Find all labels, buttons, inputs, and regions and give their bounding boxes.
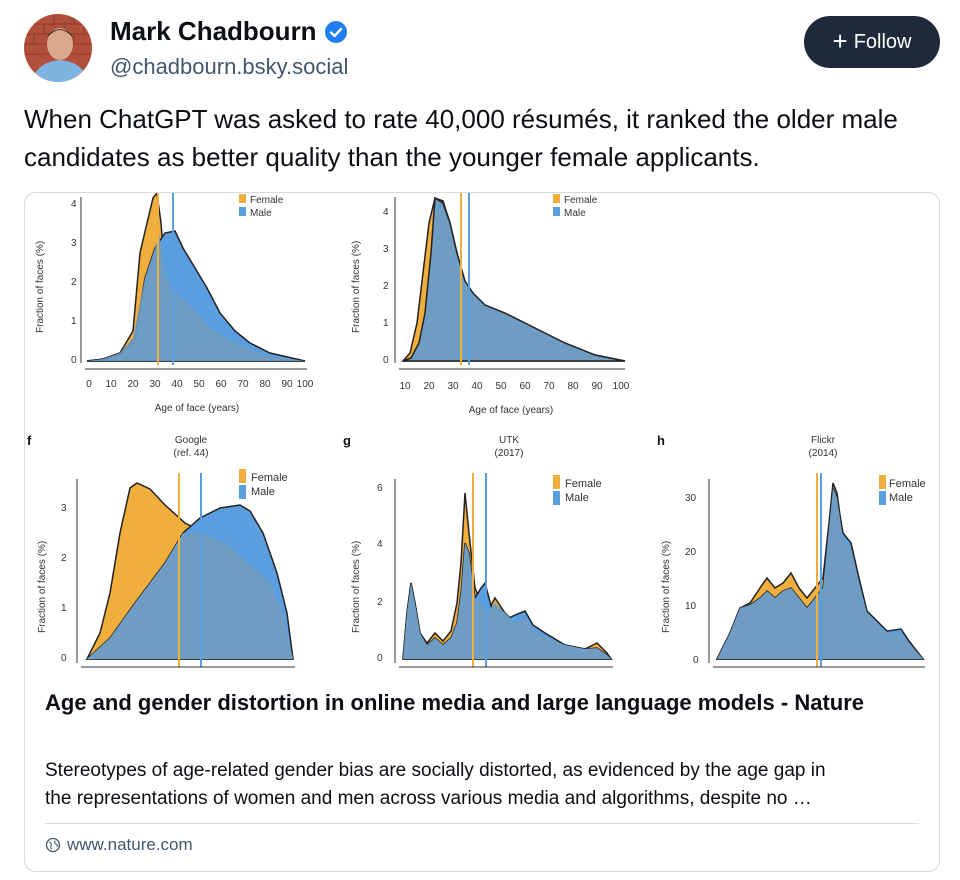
x-tick-label: 80 [567,381,579,392]
y-tick-label: 2 [377,597,383,608]
panel-top-left: 4 3 2 1 0 Fraction of faces (%) 0 10 20 … [35,193,314,414]
y-tick-label: 3 [71,238,77,249]
y-tick-label: 3 [383,244,389,255]
y-tick-label: 4 [377,539,383,550]
panel-title: Flickr [811,435,836,446]
author-row: Mark Chadbourn [110,16,347,47]
legend-male: Male [251,486,275,498]
legend-male: Male [889,492,913,504]
legend-female: Female [250,195,284,206]
y-axis-label: Fraction of faces (%) [661,541,672,633]
link-card-domain[interactable]: www.nature.com [45,835,193,855]
globe-icon [45,837,61,853]
y-tick-label: 4 [71,199,77,210]
card-divider [45,823,919,824]
y-axis-label: Fraction of faces (%) [351,541,362,633]
panel-top-middle: 4 3 2 1 0 Fraction of faces (%) 10 20 30… [351,193,630,416]
legend-female: Female [251,472,288,484]
y-tick-label: 0 [693,655,699,666]
legend-male: Male [250,208,272,219]
panel-subtitle: (ref. 44) [173,448,208,459]
description-line: Stereotypes of age-related gender bias a… [45,760,826,781]
x-tick-label: 40 [171,379,183,390]
panel-letter: f [27,433,32,448]
y-tick-label: 3 [61,503,67,514]
y-tick-label: 0 [377,653,383,664]
plus-icon: + [832,26,848,56]
panel-f-google: f Google (ref. 44) 3 2 1 0 Fraction of f… [27,433,295,668]
x-tick-label: 0 [86,379,92,390]
x-tick-label: 40 [471,381,483,392]
y-tick-label: 0 [61,653,67,664]
x-tick-label: 70 [543,381,555,392]
post-text: When ChatGPT was asked to rate 40,000 ré… [24,104,898,172]
y-tick-label: 0 [383,355,389,366]
avatar[interactable] [24,14,92,82]
y-tick-label: 1 [71,316,77,327]
legend-female: Female [565,478,602,490]
author-name[interactable]: Mark Chadbourn [110,16,317,46]
x-tick-label: 50 [193,379,205,390]
panel-subtitle: (2014) [809,448,838,459]
link-card-title[interactable]: Age and gender distortion in online medi… [45,690,865,715]
x-tick-label: 70 [237,379,249,390]
x-tick-label: 20 [127,379,139,390]
domain-text: www.nature.com [67,835,193,854]
y-tick-label: 20 [685,547,697,558]
x-axis-label: Age of face (years) [469,405,553,416]
y-axis-label: Fraction of faces (%) [351,241,362,333]
y-axis-label: Fraction of faces (%) [37,541,48,633]
panel-letter: h [657,433,665,448]
y-tick-label: 4 [383,207,389,218]
legend-male: Male [564,208,586,219]
x-tick-label: 50 [495,381,507,392]
x-tick-label: 20 [423,381,435,392]
panel-subtitle: (2017) [495,448,524,459]
legend-female: Female [564,195,598,206]
x-tick-label: 60 [519,381,531,392]
panel-h-flickr: h Flickr (2014) 30 20 10 0 Fraction of f… [657,433,926,668]
y-tick-label: 6 [377,483,383,494]
legend-female: Female [889,478,926,490]
verified-badge-icon [324,20,347,43]
link-card-description: Stereotypes of age-related gender bias a… [45,757,925,813]
x-tick-label: 100 [297,379,314,390]
panel-title: UTK [499,435,519,446]
x-tick-label: 60 [215,379,227,390]
x-axis-label: Age of face (years) [155,403,239,414]
x-tick-label: 100 [613,381,630,392]
panel-title: Google [175,435,208,446]
y-tick-label: 10 [685,601,697,612]
follow-button[interactable]: + Follow [804,16,940,68]
x-tick-label: 10 [399,381,411,392]
y-tick-label: 1 [383,318,389,329]
author-handle[interactable]: @chadbourn.bsky.social [110,54,349,79]
y-tick-label: 2 [383,281,389,292]
x-tick-label: 90 [591,381,603,392]
x-tick-label: 30 [447,381,459,392]
follow-button-label: Follow [853,30,912,53]
x-tick-label: 10 [105,379,117,390]
legend-male: Male [565,492,589,504]
avatar-photo [24,14,92,82]
y-tick-label: 1 [61,603,67,614]
y-tick-label: 2 [61,553,67,564]
x-tick-label: 90 [281,379,293,390]
x-tick-label: 80 [259,379,271,390]
description-line: the representations of women and men acr… [45,788,812,809]
y-tick-label: 0 [71,355,77,366]
link-card[interactable]: 4 3 2 1 0 Fraction of faces (%) 0 10 20 … [24,192,940,872]
card-figure-image: 4 3 2 1 0 Fraction of faces (%) 0 10 20 … [27,193,926,668]
y-tick-label: 30 [685,493,697,504]
y-tick-label: 2 [71,277,77,288]
panel-letter: g [343,433,351,448]
x-tick-label: 30 [149,379,161,390]
panel-g-utk: g UTK (2017) 6 4 2 0 Fraction of faces (… [343,433,613,668]
y-axis-label: Fraction of faces (%) [35,241,46,333]
